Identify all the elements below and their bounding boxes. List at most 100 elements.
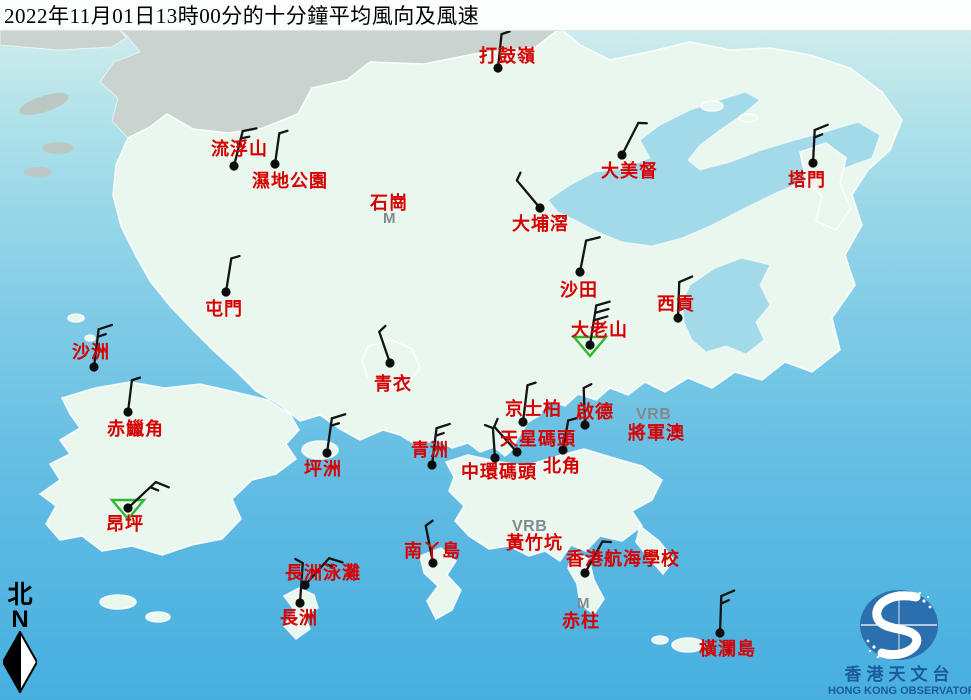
station-label-tates-cairn[interactable]: 大老山 (571, 320, 628, 340)
station-dot[interactable] (535, 203, 545, 213)
station-label-tuen-mun[interactable]: 屯門 (205, 299, 243, 319)
station-dot[interactable] (493, 63, 503, 73)
station-dot[interactable] (270, 159, 280, 169)
wind-barb-kai-tak[interactable] (580, 383, 593, 430)
hko-logo: 香港天文台 HONG KONG OBSERVATORY (828, 585, 971, 699)
wind-barb-north-point[interactable] (558, 417, 578, 455)
station-label-tai-po-kau[interactable]: 大埔滘 (512, 214, 569, 234)
wind-barb-peng-chau[interactable] (322, 413, 347, 458)
station-label-tai-mei-tuk[interactable]: 大美督 (601, 161, 658, 181)
hill-station-triangle-icon (571, 335, 609, 358)
station-label-ngong-ping[interactable]: 昂坪 (106, 514, 144, 534)
wind-barb-tai-po-kau[interactable] (515, 171, 545, 213)
station-dot[interactable] (221, 287, 231, 297)
title-bar: 2022年11月01日13時00分的十分鐘平均風向及風速 (0, 0, 971, 31)
islet-south-1 (651, 635, 669, 645)
station-dot[interactable] (427, 460, 437, 470)
station-label-chek-lap-kok[interactable]: 赤鱲角 (107, 419, 164, 439)
station-label-peng-chau[interactable]: 坪洲 (304, 459, 342, 479)
station-label-cheung-chau-beach[interactable]: 長洲泳灘 (285, 563, 361, 583)
station-label-sha-chau[interactable]: 沙洲 (72, 342, 110, 362)
wind-barb-tates-cairn[interactable] (585, 300, 611, 350)
wind-barb-star-ferry-pier[interactable] (493, 417, 522, 457)
station-dot[interactable] (512, 447, 522, 457)
station-note-stanley: M (577, 595, 590, 612)
land-cheung-chau (282, 587, 319, 641)
land-daguilar-peninsula (635, 524, 676, 576)
islet-soko-2 (145, 611, 171, 623)
station-label-tap-mun[interactable]: 塔門 (788, 170, 826, 190)
station-dot[interactable] (558, 445, 568, 455)
station-dot[interactable] (229, 161, 239, 171)
station-dot[interactable] (385, 358, 395, 368)
station-label-stanley[interactable]: 赤柱 (562, 611, 600, 631)
wind-barb-cheung-chau[interactable] (294, 557, 305, 608)
wind-barb-ta-kwu-ling[interactable] (493, 30, 511, 73)
hko-logo-icon (860, 590, 938, 660)
station-label-hk-sea-school[interactable]: 香港航海學校 (566, 549, 680, 569)
wind-barb-tsing-yi[interactable] (378, 324, 395, 368)
station-label-cheung-chau[interactable]: 長洲 (280, 608, 318, 628)
station-dot[interactable] (428, 558, 438, 568)
station-label-sha-tin[interactable]: 沙田 (560, 280, 598, 300)
station-label-lau-fau-shan[interactable]: 流浮山 (211, 139, 268, 159)
station-label-lamma-island[interactable]: 南丫島 (404, 541, 461, 561)
wind-barb-tap-mun[interactable] (808, 123, 829, 168)
wind-barb-lamma-island[interactable] (424, 519, 438, 568)
station-label-wetland-park[interactable]: 濕地公園 (252, 171, 328, 191)
station-label-central-pier[interactable]: 中環碼頭 (461, 462, 537, 482)
wind-barb-ngong-ping[interactable] (123, 480, 170, 513)
hko-logo-english: HONG KONG OBSERVATORY (828, 685, 971, 698)
station-dot[interactable] (89, 362, 99, 372)
station-dot[interactable] (518, 417, 528, 427)
wind-barb-central-pier[interactable] (483, 423, 500, 463)
wind-barb-sai-kung[interactable] (673, 275, 694, 323)
station-dot[interactable] (715, 628, 725, 638)
station-label-kai-tak[interactable]: 啟德 (576, 402, 614, 422)
wind-barb-tai-mei-tuk[interactable] (617, 121, 648, 160)
station-label-green-island[interactable]: 青洲 (411, 440, 449, 460)
station-label-tsing-yi[interactable]: 青衣 (374, 374, 412, 394)
islet-mirs-bay-2 (738, 113, 758, 123)
wind-barb-tuen-mun[interactable] (221, 254, 241, 297)
wind-barb-sha-tin[interactable] (575, 236, 601, 277)
station-dot[interactable] (580, 568, 590, 578)
station-dot[interactable] (295, 598, 305, 608)
wind-barb-sha-chau[interactable] (89, 323, 114, 372)
wind-barb-green-island[interactable] (427, 422, 451, 470)
islet-west-1 (67, 313, 85, 323)
wind-barb-kings-park[interactable] (518, 381, 537, 427)
station-label-shek-kong[interactable]: 石崗 (370, 193, 408, 213)
islet-po-toi (671, 637, 705, 653)
islet-mirs-bay-1 (700, 100, 724, 112)
station-label-wong-chuk-hang[interactable]: 黃竹坑 (506, 533, 563, 553)
station-dot[interactable] (490, 453, 500, 463)
wind-barb-lau-fau-shan[interactable] (229, 127, 258, 171)
station-dot[interactable] (617, 150, 627, 160)
wind-barb-wetland-park[interactable] (270, 129, 289, 169)
station-label-sai-kung[interactable]: 西貢 (657, 294, 695, 314)
station-label-ta-kwu-ling[interactable]: 打鼓嶺 (479, 46, 536, 66)
station-label-kings-park[interactable]: 京士柏 (505, 399, 562, 419)
islet-gray-2 (42, 142, 74, 154)
station-dot[interactable] (123, 503, 133, 513)
station-label-waglan-island[interactable]: 橫瀾島 (699, 639, 756, 659)
station-dot[interactable] (123, 407, 133, 417)
station-dot[interactable] (575, 267, 585, 277)
station-label-north-point[interactable]: 北角 (543, 456, 581, 476)
wind-barb-waglan-island[interactable] (715, 589, 736, 638)
station-label-tseung-kwan-o[interactable]: 將軍澳 (628, 423, 685, 443)
station-dot[interactable] (673, 313, 683, 323)
wind-barb-chek-lap-kok[interactable] (123, 376, 142, 417)
station-dot[interactable] (322, 448, 332, 458)
wind-barb-hk-sea-school[interactable] (580, 540, 613, 578)
station-dot[interactable] (300, 580, 310, 590)
station-label-star-ferry-pier[interactable]: 天星碼頭 (500, 429, 576, 449)
station-dot[interactable] (808, 158, 818, 168)
station-dot[interactable] (580, 420, 590, 430)
station-dot[interactable] (585, 340, 595, 350)
wind-barb-cheung-chau-beach[interactable] (300, 557, 344, 590)
islet-gray-3 (24, 167, 52, 177)
